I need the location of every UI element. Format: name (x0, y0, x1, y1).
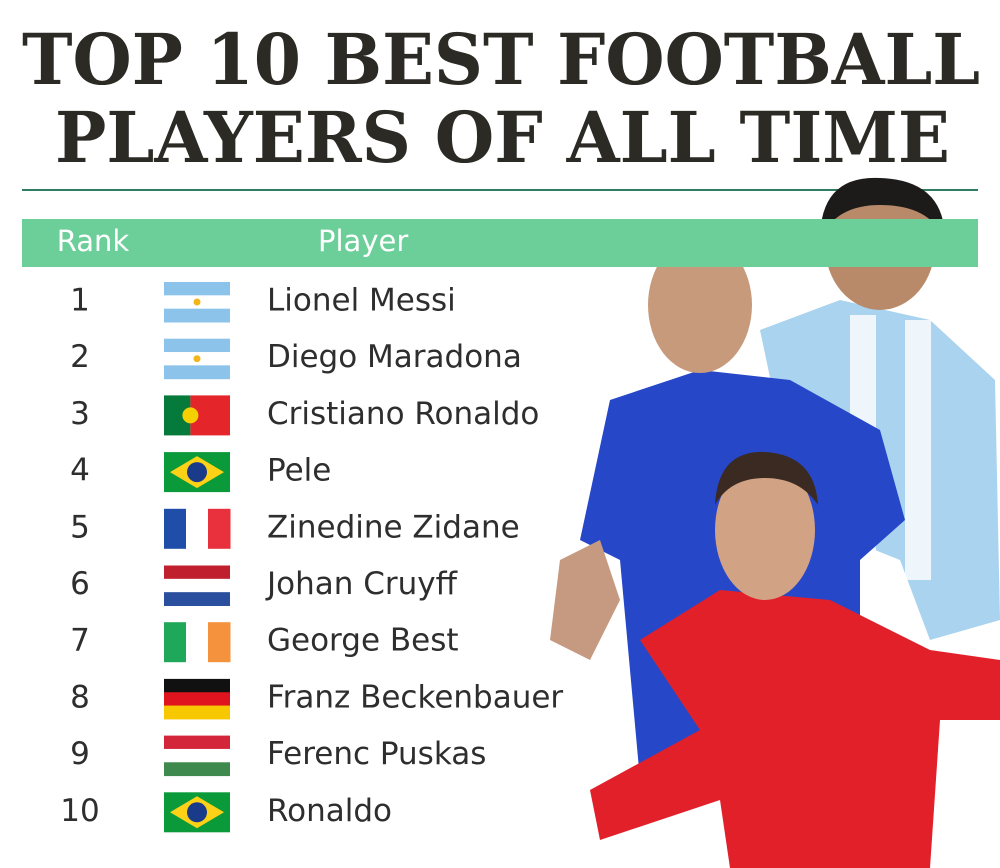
rank: 3 (70, 396, 90, 432)
flag-band (164, 565, 230, 580)
flag-band (164, 705, 230, 720)
rank: 10 (60, 793, 99, 829)
flag-band (164, 622, 187, 663)
flag (164, 792, 230, 833)
head (648, 237, 752, 373)
flag-band (208, 622, 231, 663)
table-row: 6 Johan Cruyff (70, 565, 458, 606)
table-row: 2 Diego Maradona (70, 338, 522, 380)
flag (164, 508, 231, 549)
flag-band (186, 622, 209, 663)
flag-band (164, 508, 187, 549)
column-header: Rank (57, 224, 130, 258)
player-name: Johan Cruyff (265, 566, 458, 602)
table-body: 1 Lionel Messi 2 Diego Maradona 3 Cristiano R… (60, 282, 563, 833)
flag-band (164, 308, 230, 323)
flag-band (164, 365, 230, 380)
flag (164, 678, 230, 720)
player-name: Cristiano Ronaldo (267, 396, 539, 432)
player-name: George Best (267, 623, 459, 659)
player-name: Diego Maradona (267, 339, 522, 375)
flag-globe (187, 802, 207, 823)
title-line: PLAYERS OF ALL TIME (55, 96, 950, 179)
rank: 5 (70, 509, 90, 545)
rank: 1 (70, 283, 90, 319)
flag-sun (193, 298, 201, 306)
hair (820, 177, 945, 240)
table-row: 5 Zinedine Zidane (70, 508, 520, 549)
flag (164, 282, 230, 323)
table-row: 10 Ronaldo (60, 792, 392, 833)
flag-globe (187, 462, 207, 483)
flag-band (164, 762, 230, 777)
column-header: Player (318, 224, 408, 258)
table-row: 4 Pele (70, 452, 331, 493)
header-bar (22, 219, 978, 267)
flag-band (164, 678, 230, 693)
flag-band (164, 592, 230, 606)
players-illustration (550, 177, 1000, 868)
rank: 2 (70, 339, 90, 375)
table-row: 1 Lionel Messi (70, 282, 456, 323)
flag-band (164, 692, 230, 707)
rank: 8 (70, 679, 90, 715)
flag-band (164, 735, 230, 750)
player-name: Lionel Messi (267, 283, 456, 319)
arm (550, 540, 620, 660)
table-row: 8 Franz Beckenbauer (70, 678, 563, 720)
flag (164, 338, 230, 380)
flag-band (164, 338, 230, 353)
table-row: 3 Cristiano Ronaldo (70, 395, 539, 436)
table-row: 7 George Best (70, 622, 459, 663)
flag (164, 735, 230, 777)
rank: 9 (70, 736, 90, 772)
player-name: Ronaldo (267, 793, 392, 829)
jersey-stripe (905, 320, 931, 580)
table-row: 9 Ferenc Puskas (70, 735, 486, 777)
red-jersey (590, 590, 1000, 868)
flag (164, 395, 230, 436)
flag (164, 452, 230, 493)
flag-band (186, 508, 209, 549)
flag-band (164, 748, 230, 763)
flag (164, 622, 231, 663)
player-name: Pele (267, 453, 331, 489)
title-line: TOP 10 BEST FOOTBALL (22, 18, 980, 101)
rank: 7 (70, 623, 90, 659)
rank: 4 (70, 453, 90, 489)
rank: 6 (70, 566, 90, 602)
flag-sun (193, 355, 201, 363)
flag-band (164, 578, 230, 593)
flag (164, 565, 230, 606)
player-name: Zinedine Zidane (267, 509, 520, 545)
head (715, 460, 815, 600)
player-name: Ferenc Puskas (267, 736, 486, 772)
flag-band (164, 282, 230, 296)
player-name: Franz Beckenbauer (267, 679, 563, 715)
flag-emblem (182, 407, 199, 424)
hair (715, 451, 818, 505)
flag-band (208, 508, 231, 549)
